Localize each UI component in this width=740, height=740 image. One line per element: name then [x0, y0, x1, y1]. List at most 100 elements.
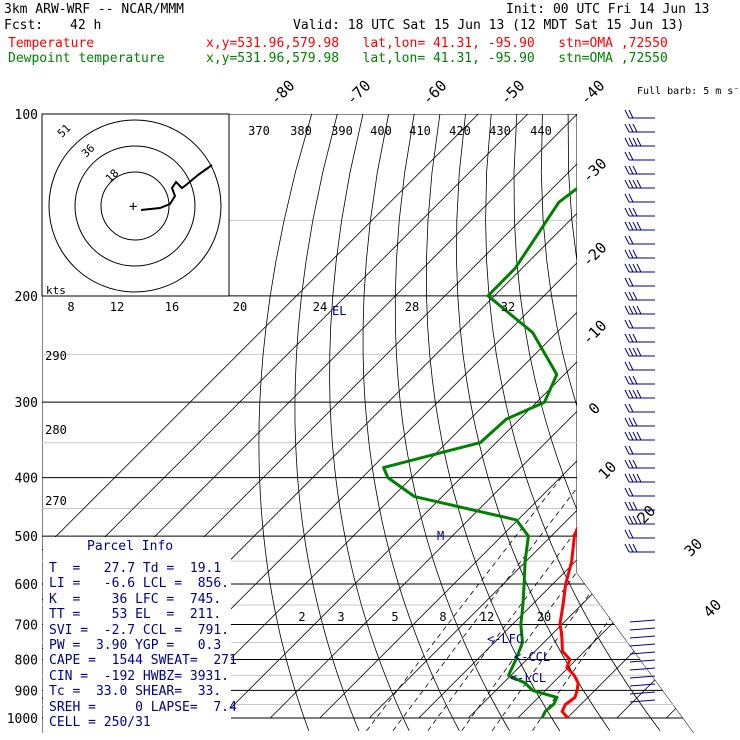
- parcel-info-row: CELL = 250/31: [49, 715, 151, 730]
- wind-barb-flag: [632, 501, 638, 511]
- wind-barb-flag: [628, 473, 634, 483]
- theta-e-label: 420: [449, 124, 471, 138]
- wind-barb-flag: [636, 515, 642, 525]
- hodograph-scale-label: 20: [233, 300, 247, 314]
- wind-barb-flag: [632, 333, 638, 343]
- valid-time: Valid: 18 UTC Sat 15 Jun 13 (12 MDT Sat …: [293, 18, 685, 33]
- isotherm-line: [270, 114, 694, 719]
- wind-barb-flag: [636, 389, 642, 399]
- mixing-ratio-label: 8: [439, 610, 446, 624]
- isotherm-label: -20: [579, 239, 611, 271]
- wind-barb-flag: [628, 501, 634, 511]
- dry-adiabat: [513, 114, 694, 732]
- dry-adiabat: [456, 114, 611, 732]
- isotherm-line: [666, 114, 694, 719]
- wind-barb-flag: [636, 179, 642, 189]
- wind-barb-flag: [624, 235, 630, 245]
- legend-dew-location: x,y=531.96,579.98 lat,lon= 41.31, -95.90…: [206, 51, 668, 66]
- wind-barb-flag: [628, 389, 634, 399]
- wind-barb-flag: [632, 165, 638, 175]
- dry-adiabat: [362, 114, 460, 731]
- theta-e-label: 410: [409, 124, 431, 138]
- wind-barb-flag: [624, 543, 630, 553]
- hodograph-scale-label: 28: [405, 300, 419, 314]
- wind-barb-flag: [624, 445, 630, 455]
- dry-adiabat: [696, 114, 740, 731]
- isotherm-label: -80: [267, 77, 299, 109]
- dry-adiabat: [425, 114, 561, 732]
- pressure-tick-label: 300: [15, 396, 38, 411]
- isotherm-label: 40: [700, 596, 726, 622]
- wind-barb-flag: [624, 179, 630, 189]
- pressure-tick-label: 400: [15, 472, 38, 487]
- pressure-tick-label: 100: [15, 108, 38, 123]
- isotherm-line: [171, 114, 694, 719]
- forecast-label: Fcst:: [4, 18, 44, 33]
- wind-barb-flag: [628, 515, 634, 525]
- wind-barb-flag: [628, 403, 634, 413]
- pressure-tick-label: 1000: [7, 712, 38, 727]
- frame-diagonal: [576, 572, 694, 733]
- wind-barb-flag: [628, 543, 634, 553]
- wind-barb-flag: [632, 417, 638, 427]
- wind-barb: [629, 675, 656, 679]
- dry-adiabat: [258, 114, 313, 731]
- dry-adiabat: [329, 114, 410, 731]
- wind-barb: [629, 659, 656, 663]
- mixing-ratio-label: 12: [480, 610, 494, 624]
- wind-barb: [629, 643, 656, 647]
- parcel-info-row: K = 36 LFC = 745.: [49, 591, 222, 607]
- wind-barb-flag: [636, 305, 642, 315]
- isotherm-label: 10: [595, 458, 621, 484]
- temperature-profile: [558, 114, 694, 719]
- wind-barb-flag: [632, 473, 638, 483]
- wind-barb-flag: [624, 431, 630, 441]
- pressure-tick-label: 800: [15, 653, 38, 668]
- wind-barb-flag: [624, 473, 630, 483]
- dry-adiabat: [670, 114, 694, 732]
- hodograph-unit: kts: [46, 284, 66, 297]
- wind-barb-flag: [628, 445, 634, 455]
- isotherm-line: [567, 114, 694, 719]
- wind-barb-flag: [628, 529, 634, 539]
- isotherm-line: [616, 114, 694, 719]
- wind-barb-flag: [624, 347, 630, 357]
- parcel-info-row: CIN = -192 HWBZ= 3931.: [49, 668, 230, 684]
- wind-barb-flag: [628, 123, 634, 133]
- parcel-marker: M: [437, 529, 444, 543]
- wind-barb: [629, 651, 656, 655]
- isotherm-label: -60: [419, 77, 451, 109]
- hodograph-trace: [140, 164, 213, 211]
- theta-e-label: 380: [290, 124, 312, 138]
- mixing-ratio-line: [461, 477, 648, 732]
- dry-adiabat: [485, 114, 661, 732]
- wind-barb-flag: [628, 333, 634, 343]
- wind-barb: [629, 683, 656, 687]
- wind-barb-flag: [628, 375, 634, 385]
- wind-barb-flag: [628, 417, 634, 427]
- isotherm-line: [319, 114, 694, 719]
- wind-barb-flag: [624, 529, 630, 539]
- isotherm-line: [42, 114, 529, 719]
- theta-e-label: 400: [370, 124, 392, 138]
- wind-barb-flag: [632, 431, 638, 441]
- pressure-tick-label: 900: [15, 684, 38, 699]
- pressure-tick-label: 200: [15, 290, 38, 305]
- wind-barb-flag: [628, 235, 634, 245]
- wind-barb-flag: [632, 347, 638, 357]
- dry-adiabat: [394, 114, 510, 732]
- legend-dewpoint: Dewpoint temperature: [8, 51, 165, 66]
- parcel-info-row: SVI = -2.7 CCL = 791.: [49, 622, 230, 638]
- wind-barb-flag: [636, 473, 642, 483]
- theta-e-label: 430: [489, 124, 511, 138]
- wind-barb-flag: [624, 361, 630, 371]
- wind-barb-flag: [632, 291, 638, 301]
- dry-adiabat: [294, 114, 360, 731]
- init-time: Init: 00 UTC Fri 14 Jun 13: [506, 2, 710, 17]
- wind-barb-flag: [628, 361, 634, 371]
- isotherm-line: [42, 114, 479, 719]
- wind-barb-flag: [628, 277, 634, 287]
- theta-label: 270: [45, 494, 67, 508]
